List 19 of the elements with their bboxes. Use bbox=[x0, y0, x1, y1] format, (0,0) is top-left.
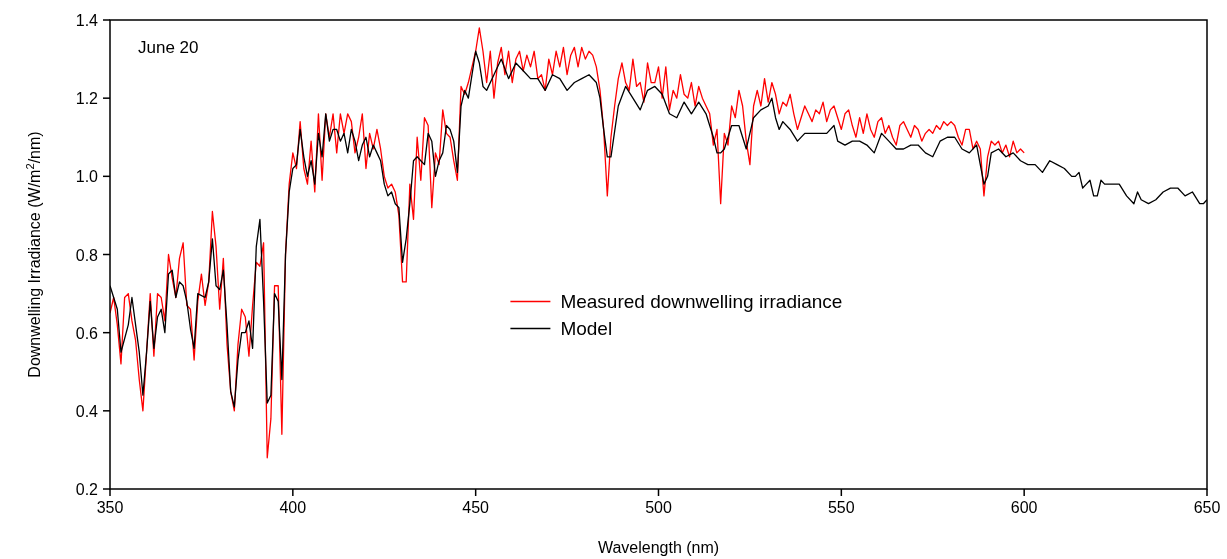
legend-label: Model bbox=[560, 318, 613, 340]
y-tick-label: 1.0 bbox=[75, 168, 99, 186]
annotation: June 20 bbox=[138, 38, 199, 57]
x-tick-label: 450 bbox=[462, 499, 490, 516]
x-tick-label: 350 bbox=[96, 499, 124, 516]
y-tick-label: 0.8 bbox=[75, 246, 99, 264]
x-tick-label: 550 bbox=[827, 499, 855, 516]
x-tick-label: 500 bbox=[645, 499, 672, 516]
y-tick-label: 0.4 bbox=[75, 402, 99, 420]
y-tick-label: 0.2 bbox=[75, 481, 99, 498]
legend-label: Measured downwelling irradiance bbox=[560, 291, 843, 313]
x-tick-label: 400 bbox=[279, 499, 307, 516]
x-tick-label: 650 bbox=[1193, 499, 1221, 516]
y-tick-label: 0.6 bbox=[75, 324, 99, 342]
y-tick-label: 1.2 bbox=[75, 90, 99, 108]
x-tick-label: 600 bbox=[1010, 499, 1038, 516]
x-axis-title: Wavelength (nm) bbox=[597, 539, 720, 556]
line-series bbox=[110, 27, 1025, 459]
y-tick-label: 1.4 bbox=[75, 12, 99, 29]
